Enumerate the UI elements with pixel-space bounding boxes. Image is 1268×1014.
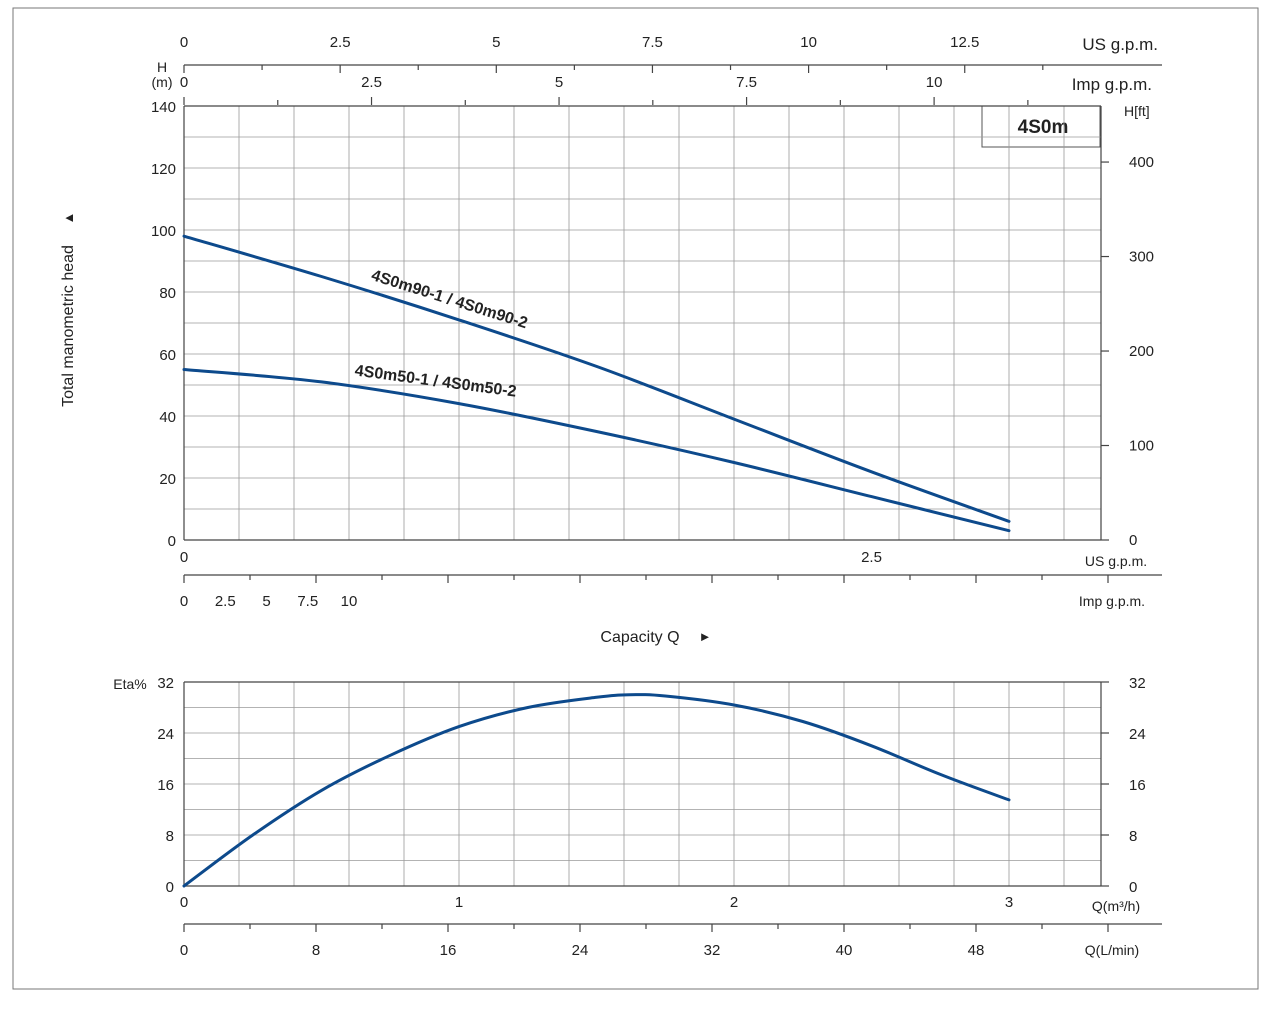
curve-label-m50: 4S0m50-1 / 4S0m50-2	[354, 362, 518, 400]
q-m3h-tick-label: 2.5	[861, 549, 882, 566]
y2-tick-label: 0	[1129, 532, 1137, 549]
y-axis-title: Total manometric head	[60, 245, 77, 407]
q-lmin-tick-label: 24	[572, 942, 589, 959]
y-tick-label: 140	[151, 99, 176, 116]
eta-y2-tick-label: 32	[1129, 675, 1146, 692]
imp-gpm-tick-label: 10	[926, 74, 943, 91]
us-gpm-tick-label: 7.5	[642, 34, 663, 51]
imp-gpm-tick-label: 7.5	[736, 74, 757, 91]
y-tick-label: 20	[159, 471, 176, 488]
eta-y2-tick-label: 16	[1129, 777, 1146, 794]
imp-gpm-unit: Imp g.p.m.	[1072, 75, 1152, 94]
eta-y2-tick-label: 24	[1129, 726, 1146, 743]
eta-axis-title: Eta%	[113, 676, 146, 692]
imp-gpm-tick-label: 5	[555, 74, 563, 91]
q-m3h-tick-label: 0	[180, 894, 188, 911]
eta-y-tick-label: 32	[157, 675, 174, 692]
q-lmin-tick-label: 2.5	[215, 593, 236, 610]
y-tick-label: 60	[159, 347, 176, 364]
us-gpm-tick-label: 0	[180, 34, 188, 51]
q-lmin-tick-label: 40	[836, 942, 853, 959]
us-gpm-tick-label: 5	[492, 34, 500, 51]
x-axis-arrow: ►	[699, 629, 712, 644]
q-m3h-tick-label: 2	[730, 894, 738, 911]
head-curve-m90	[182, 234, 1011, 523]
y2-tick-label: 300	[1129, 249, 1154, 266]
y2-tick-label: 200	[1129, 343, 1154, 360]
model-title-box	[981, 105, 1101, 148]
y-tick-label: 80	[159, 285, 176, 302]
model-title: 4S0m	[1018, 117, 1069, 138]
eta-y-tick-label: 0	[166, 879, 174, 896]
us-gpm-tick-label: 10	[800, 34, 817, 51]
q-m3h-unit: Q(m³/h)	[1092, 898, 1140, 914]
us-gpm-unit: US g.p.m.	[1082, 35, 1158, 54]
us-gpm-tick-label: 12.5	[950, 34, 979, 51]
q-lmin-tick-label: 16	[440, 942, 457, 959]
q-m3h-unit: US g.p.m.	[1085, 553, 1147, 569]
imp-gpm-tick-label: 2.5	[361, 74, 382, 91]
q-lmin-tick-label: 32	[704, 942, 721, 959]
head-curve-m50	[182, 368, 1011, 533]
y-unit-label-m: (m)	[152, 74, 173, 90]
y-tick-label: 40	[159, 409, 176, 426]
imp-gpm-tick-label: 0	[180, 74, 188, 91]
q-lmin-unit: Q(L/min)	[1085, 942, 1139, 958]
eta-y-tick-label: 24	[157, 726, 174, 743]
q-lmin-tick-label: 48	[968, 942, 985, 959]
y2-axis-title: H[ft]	[1124, 103, 1150, 119]
q-lmin-tick-label: 0	[180, 593, 188, 610]
q-lmin-tick-label: 8	[312, 942, 320, 959]
q-lmin-tick-label: 10	[341, 593, 358, 610]
q-lmin-unit: Imp g.p.m.	[1079, 593, 1145, 609]
us-gpm-tick-label: 2.5	[330, 34, 351, 51]
q-m3h-tick-label: 1	[455, 894, 463, 911]
eta-y-tick-label: 8	[166, 828, 174, 845]
q-m3h-tick-label: 0	[180, 549, 188, 566]
efficiency-curve	[182, 693, 1011, 888]
q-lmin-tick-label: 5	[262, 593, 270, 610]
eta-y2-tick-label: 8	[1129, 828, 1137, 845]
y-unit-label-h: H	[157, 59, 167, 75]
y2-tick-label: 400	[1129, 154, 1154, 171]
frame-border	[12, 7, 1259, 990]
y2-tick-label: 100	[1129, 438, 1154, 455]
y-tick-label: 0	[168, 533, 176, 550]
q-lmin-tick-label: 0	[180, 942, 188, 959]
y-tick-label: 120	[151, 161, 176, 178]
q-m3h-tick-label: 3	[1005, 894, 1013, 911]
q-lmin-tick-label: 7.5	[297, 593, 318, 610]
y-axis-arrow: ▲	[61, 212, 76, 225]
eta-y2-tick-label: 0	[1129, 879, 1137, 896]
y-tick-label: 100	[151, 223, 176, 240]
eta-y-tick-label: 16	[157, 777, 174, 794]
x-axis-title: Capacity Q	[600, 629, 679, 646]
